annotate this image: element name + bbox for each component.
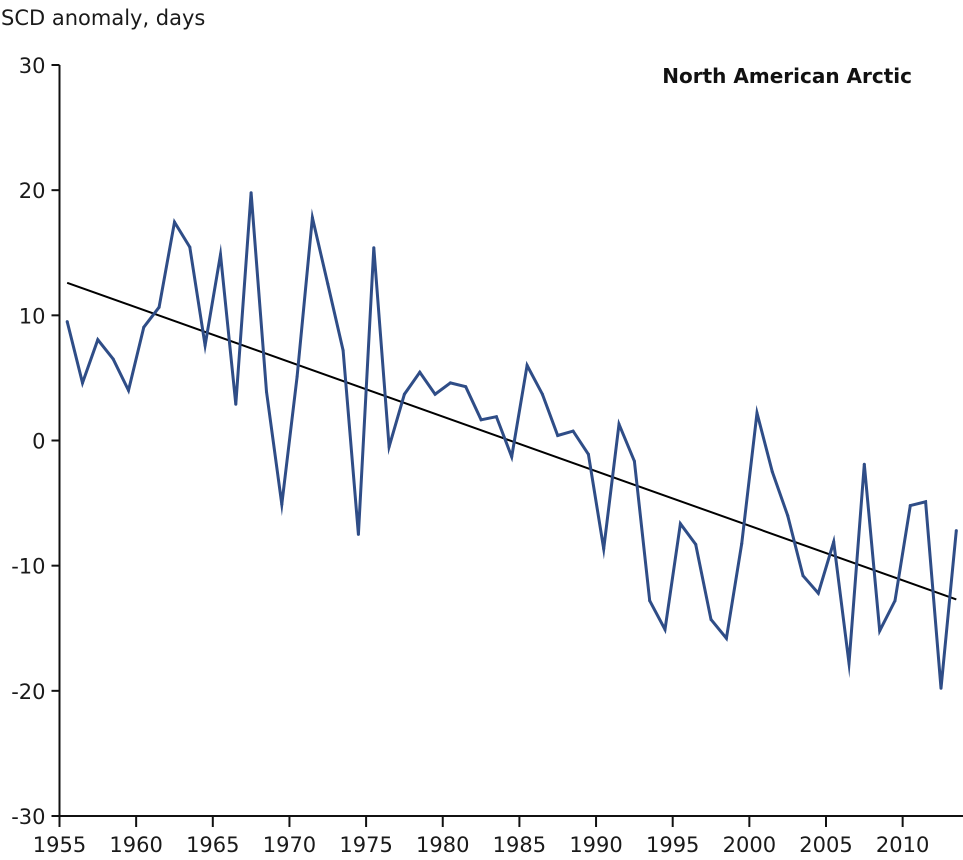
x-tick-label: 2005	[799, 833, 852, 857]
data-point	[418, 370, 422, 374]
data-point	[724, 636, 728, 640]
y-tick-label: -30	[11, 805, 45, 829]
data-point	[234, 402, 238, 406]
data-point	[127, 388, 130, 392]
x-tick-label: 1980	[416, 833, 469, 857]
data-point	[387, 445, 391, 449]
x-tick-label: 2000	[723, 833, 776, 857]
data-point	[694, 542, 698, 546]
x-tick-label: 1970	[263, 833, 316, 857]
data-point	[832, 540, 836, 544]
data-point	[663, 628, 667, 631]
data-point	[954, 529, 958, 533]
data-point	[755, 411, 759, 415]
data-point	[709, 618, 713, 621]
x-tick-label: 2010	[876, 833, 929, 857]
data-point	[571, 429, 575, 433]
data-point	[372, 246, 376, 250]
data-point	[433, 392, 437, 396]
y-tick-label: 0	[32, 430, 45, 454]
data-point	[678, 522, 682, 526]
x-tick-label: 1965	[186, 833, 239, 857]
y-tick-label: -10	[11, 555, 45, 579]
data-point	[586, 452, 590, 456]
data-point	[280, 502, 284, 506]
data-point	[540, 392, 544, 396]
x-tick-label: 1960	[109, 833, 162, 857]
x-tick-label: 1975	[339, 833, 392, 857]
data-point	[326, 282, 330, 286]
data-point	[801, 574, 805, 578]
data-point	[847, 661, 851, 665]
data-point	[786, 514, 790, 518]
data-point	[65, 320, 69, 324]
data-point	[219, 253, 222, 257]
chart-title: North American Arctic	[662, 64, 912, 88]
data-point	[464, 385, 468, 389]
data-point	[602, 547, 606, 551]
data-point	[939, 686, 943, 690]
data-point	[310, 216, 314, 220]
data-point	[924, 500, 928, 504]
data-point	[356, 532, 360, 536]
data-point	[740, 542, 744, 546]
x-tick-label: 1990	[569, 833, 622, 857]
y-axis-title: SCD anomaly, days	[1, 6, 205, 30]
x-tick-label: 1985	[493, 833, 546, 857]
data-point	[617, 422, 621, 426]
x-tick-label: 1955	[33, 833, 86, 857]
data-point	[510, 455, 514, 459]
data-point	[173, 220, 176, 224]
y-tick-label: -20	[11, 680, 45, 704]
data-point	[341, 348, 345, 352]
data-point	[525, 363, 529, 367]
data-point	[878, 629, 882, 633]
trend-line	[66, 281, 957, 601]
data-point	[448, 381, 452, 385]
plot-area	[65, 191, 958, 690]
data-point	[632, 459, 636, 463]
data-point	[142, 325, 146, 329]
data-point	[556, 434, 560, 437]
data-point	[494, 415, 498, 419]
y-tick-label: 30	[19, 54, 46, 78]
data-point	[157, 305, 161, 309]
y-tick-label: 20	[19, 179, 46, 203]
data-point	[479, 418, 483, 422]
data-point	[111, 357, 115, 361]
data-point	[862, 462, 866, 466]
data-point	[816, 591, 820, 595]
x-tick-label: 1995	[646, 833, 699, 857]
data-point	[96, 338, 100, 342]
data-point	[249, 191, 253, 195]
data-point	[402, 392, 406, 396]
y-tick-label: 10	[19, 304, 46, 328]
data-point	[265, 390, 268, 394]
data-point	[648, 599, 652, 603]
data-point	[908, 504, 912, 508]
data-point	[893, 599, 897, 603]
data-point	[770, 470, 774, 474]
data-point	[188, 245, 192, 249]
data-point	[295, 375, 299, 379]
data-point	[203, 343, 207, 347]
data-point	[81, 381, 84, 385]
